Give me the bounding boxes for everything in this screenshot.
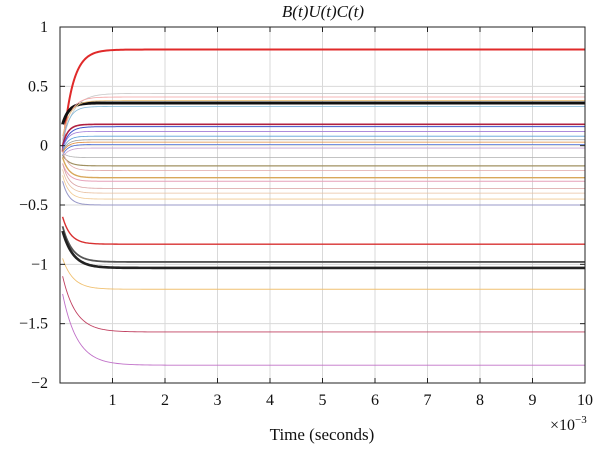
x-tick-label: 8: [476, 392, 484, 409]
x-axis-label: Time (seconds): [270, 425, 375, 444]
x-axis-multiplier: ×10−3: [550, 414, 587, 434]
series-line: [62, 141, 585, 154]
series-line: [62, 131, 585, 150]
x-tick-label: 1: [109, 392, 117, 409]
x-multiplier-base: ×10: [550, 417, 575, 434]
series-line: [62, 180, 585, 206]
series-line: [61, 156, 585, 179]
y-tick-label: −0.5: [19, 197, 48, 214]
series-line: [62, 106, 585, 144]
series-layer: [61, 48, 585, 366]
x-multiplier-exponent: −3: [575, 414, 587, 426]
series-line: [62, 162, 585, 182]
series-line: [61, 229, 585, 270]
x-tick-label: 4: [266, 392, 274, 409]
y-tick-label: −1.5: [19, 316, 48, 333]
y-tick-label: 0.5: [28, 78, 48, 95]
series-line: [62, 293, 585, 366]
series-line: [61, 216, 585, 245]
series-line: [62, 135, 585, 151]
x-tick-label: 7: [424, 392, 432, 409]
chart-title: B(t)U(t)C(t): [282, 2, 364, 21]
x-tick-label: 2: [161, 392, 169, 409]
series-line: [62, 100, 585, 137]
series-line: [62, 93, 585, 144]
series-line: [62, 144, 585, 156]
x-tick-label: 3: [214, 392, 222, 409]
y-tick-label: 1: [40, 19, 48, 36]
series-line: [62, 275, 585, 333]
y-tick-label: 0: [40, 138, 48, 155]
x-tick-labels: 1 2 3 4 5 6 7 8 9 10: [109, 392, 594, 409]
series-line: [62, 126, 585, 149]
series-line: [61, 101, 585, 126]
y-tick-labels: 1 0.5 0 −0.5 −1 −1.5 −2: [19, 19, 48, 392]
series-line: [61, 48, 585, 153]
y-tick-label: −2: [31, 375, 48, 392]
series-line: [62, 151, 585, 171]
series-line: [61, 123, 585, 147]
x-tick-label: 6: [371, 392, 379, 409]
y-tick-label: −1: [31, 256, 48, 273]
series-line: [62, 169, 585, 194]
ticks: [60, 26, 586, 384]
series-line: [62, 154, 585, 167]
series-line: [62, 174, 585, 200]
series-line: [62, 152, 585, 158]
series-line: [62, 257, 585, 290]
series-line: [62, 163, 585, 189]
x-tick-label: 9: [529, 392, 537, 409]
series-line: [62, 139, 585, 152]
series-line: [61, 225, 585, 263]
x-tick-label: 10: [577, 392, 593, 409]
x-tick-label: 5: [319, 392, 327, 409]
series-line: [62, 96, 585, 141]
series-line: [62, 147, 585, 158]
